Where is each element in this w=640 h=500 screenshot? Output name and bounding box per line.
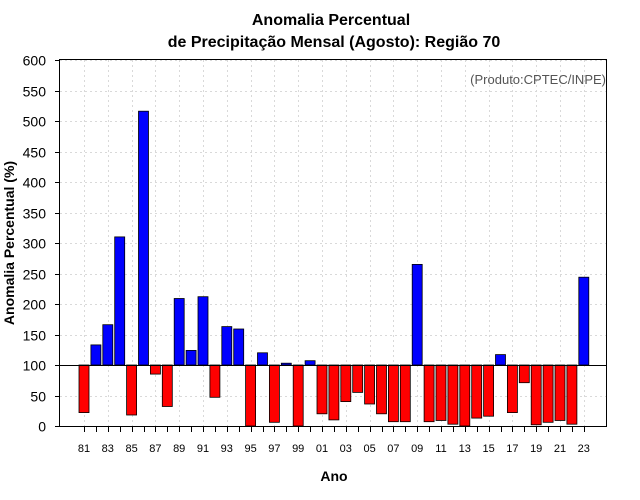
bar-81	[78, 364, 90, 413]
bar-02	[328, 364, 340, 421]
bar-88	[161, 364, 173, 407]
bar-15	[483, 364, 495, 417]
x-tick-label: 81	[78, 443, 90, 455]
bar-00	[304, 360, 316, 366]
x-tick-label: 15	[482, 443, 494, 455]
x-tick-label: 83	[102, 443, 114, 455]
chart-subtitle: de Precipitação Mensal (Agosto): Região …	[168, 34, 501, 51]
bar-09	[411, 263, 423, 366]
bar-16	[495, 354, 506, 366]
x-tick-label: 11	[435, 443, 446, 455]
bar-86	[138, 110, 149, 366]
y-tick-label: 100	[23, 358, 47, 374]
bar-13	[459, 364, 471, 427]
bar-07	[387, 364, 399, 423]
bar-91	[197, 296, 209, 366]
x-tick-label: 21	[554, 443, 566, 455]
bar-96	[257, 352, 268, 366]
x-tick-label: 03	[340, 443, 352, 455]
bar-12	[447, 364, 459, 425]
y-tick-label: 150	[23, 328, 47, 344]
x-axis-label: Ano	[320, 468, 347, 484]
bar-22	[566, 364, 578, 425]
x-axis: 81 83 85 87 89 91 93 95 97 99 01 03 05 07 09 11 13 15 17 19…	[78, 426, 590, 455]
bar-95	[245, 364, 257, 427]
bar-03	[340, 364, 352, 402]
y-tick-label: 550	[23, 84, 47, 100]
x-tick-label: 91	[197, 443, 209, 455]
y-tick-label: 50	[30, 389, 46, 405]
y-tick-label: 300	[23, 236, 47, 252]
y-tick-label: 250	[23, 267, 47, 283]
x-tick-label: 17	[506, 443, 518, 455]
y-tick-label: 450	[23, 145, 47, 161]
y-tick-label: 350	[23, 206, 47, 222]
bar-85	[126, 364, 137, 416]
x-tick-label: 95	[244, 443, 256, 455]
y-tick-label: 500	[23, 114, 47, 130]
bar-23	[578, 276, 590, 366]
bar-11	[435, 364, 447, 421]
x-tick-label: 07	[387, 443, 399, 455]
credit-text: (Produto:CPTEC/INPE)	[470, 72, 606, 87]
bars	[78, 110, 590, 427]
x-tick-label: 05	[363, 443, 375, 455]
bar-06	[376, 364, 387, 415]
bar-21	[554, 364, 566, 421]
x-tick-label: 13	[459, 443, 471, 455]
bar-01	[316, 364, 328, 415]
x-tick-label: 23	[578, 443, 590, 455]
bar-08	[399, 364, 411, 423]
bar-92	[209, 364, 221, 398]
bar-18	[518, 364, 530, 384]
y-axis-label: Anomalia Percentual (%)	[1, 161, 17, 325]
y-axis: 0 50 100 150 200 250 300 350 400 450 500 550 600	[23, 53, 60, 435]
bar-84	[114, 236, 126, 366]
x-tick-label: 89	[173, 443, 185, 455]
x-tick-label: 93	[221, 443, 233, 455]
bar-14	[471, 364, 483, 419]
y-tick-label: 200	[23, 297, 47, 313]
bar-10	[423, 364, 435, 423]
bar-20	[542, 364, 554, 423]
x-tick-label: 19	[530, 443, 542, 455]
bar-97	[268, 364, 280, 423]
bar-17	[506, 364, 518, 413]
bar-87	[149, 364, 161, 375]
bar-93	[221, 326, 233, 366]
bar-98	[280, 362, 292, 366]
x-tick-label: 87	[149, 443, 161, 455]
bar-83	[102, 324, 114, 366]
bar-94	[233, 328, 245, 366]
y-tick-label: 400	[23, 175, 47, 191]
chart-title: Anomalia Percentual	[252, 12, 410, 29]
x-tick-label: 01	[316, 443, 328, 455]
y-tick-label: 0	[38, 419, 46, 435]
bar-05	[364, 364, 376, 405]
bar-99	[292, 364, 304, 427]
bar-82	[90, 344, 102, 366]
bar-90	[185, 349, 197, 366]
bar-04	[352, 364, 364, 393]
y-tick-label: 600	[23, 53, 47, 69]
bar-19	[530, 364, 542, 426]
x-tick-label: 85	[125, 443, 137, 455]
x-tick-label: 99	[292, 443, 304, 455]
x-tick-label: 97	[268, 443, 280, 455]
x-tick-label: 09	[411, 443, 423, 455]
bar-89	[173, 298, 185, 366]
